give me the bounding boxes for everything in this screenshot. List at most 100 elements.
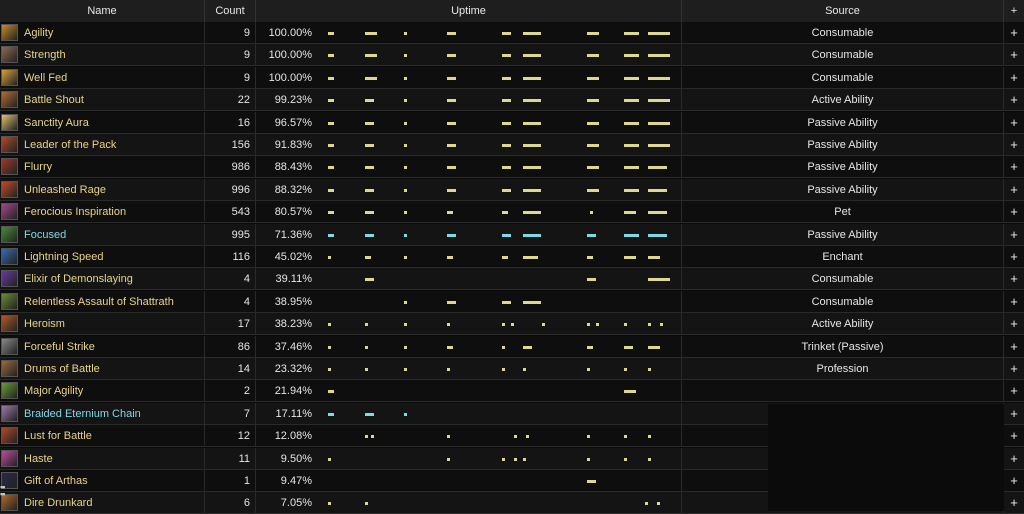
gift-of-arthas-icon bbox=[1, 472, 18, 489]
uptime-bar bbox=[328, 345, 332, 349]
expand-row-button[interactable]: + bbox=[1010, 25, 1018, 40]
name-column-header[interactable]: Name bbox=[0, 0, 205, 22]
uptime-bar bbox=[648, 188, 667, 192]
expand-row-button[interactable]: + bbox=[1010, 316, 1018, 332]
sanctity-aura-icon bbox=[1, 113, 18, 131]
uptime-bar bbox=[523, 345, 533, 349]
expand-row-button[interactable]: + bbox=[1010, 137, 1018, 152]
table-row[interactable]: Drums of Battle 14 23.32% Profession + bbox=[0, 358, 1024, 380]
table-row[interactable]: Sanctity Aura 16 96.57% Passive Ability + bbox=[0, 111, 1024, 134]
buff-name-link[interactable]: Forceful Strike bbox=[24, 340, 95, 353]
expand-row-button[interactable]: + bbox=[1010, 361, 1018, 376]
table-row[interactable]: Focused 995 71.36% Passive Ability + bbox=[0, 223, 1024, 246]
uptime-bar bbox=[648, 256, 661, 259]
table-row[interactable]: Flurry 986 88.43% Passive Ability + bbox=[0, 156, 1024, 179]
buff-name-link[interactable]: Gift of Arthas bbox=[24, 475, 88, 487]
expand-row-button[interactable]: + bbox=[1010, 495, 1018, 511]
buff-name-link[interactable]: Strength bbox=[24, 49, 66, 62]
buff-name-link[interactable]: Haste bbox=[24, 452, 53, 465]
table-row[interactable]: Elixir of Demonslaying 4 39.11% Consumable + bbox=[0, 268, 1024, 291]
uptime-bar bbox=[587, 278, 597, 282]
table-row[interactable]: Relentless Assault of Shattrath 4 38.95% Co… bbox=[0, 290, 1024, 313]
buff-name-link[interactable]: Braided Eternium Chain bbox=[24, 407, 141, 420]
name-cell: Leader of the Pack bbox=[0, 134, 205, 156]
uptime-bar bbox=[404, 368, 408, 371]
buff-name-link[interactable]: Elixir of Demonslaying bbox=[24, 273, 133, 286]
source-column-header[interactable]: Source bbox=[682, 0, 1004, 22]
name-cell: Unleashed Rage bbox=[0, 178, 205, 201]
expand-all-button[interactable]: + bbox=[1010, 5, 1018, 17]
table-row[interactable]: Well Fed 9 100.00% Consumable + bbox=[0, 66, 1024, 89]
expand-row-button[interactable]: + bbox=[1010, 271, 1018, 287]
expand-row-button[interactable]: + bbox=[1010, 92, 1018, 108]
strength-icon bbox=[1, 46, 18, 64]
expand-row-button[interactable]: + bbox=[1010, 181, 1018, 197]
expand-row-button[interactable]: + bbox=[1010, 338, 1018, 354]
table-row[interactable]: Ferocious Inspiration 543 80.57% Pet + bbox=[0, 201, 1024, 224]
expand-row-button[interactable]: + bbox=[1010, 383, 1018, 399]
buff-name-link[interactable]: Leader of the Pack bbox=[24, 139, 117, 151]
uptime-percent-cell: 99.23% bbox=[274, 94, 312, 107]
buff-name-link[interactable]: Lightning Speed bbox=[24, 251, 104, 263]
table-row[interactable]: Battle Shout 22 99.23% Active Ability + bbox=[0, 89, 1024, 112]
buff-name-link[interactable]: Drums of Battle bbox=[24, 363, 100, 375]
uptime-timeline bbox=[316, 290, 682, 313]
uptime-bar bbox=[523, 300, 542, 304]
buff-name-link[interactable]: Agility bbox=[24, 27, 54, 39]
uptime-bar bbox=[623, 390, 637, 394]
table-row[interactable]: Unleashed Rage 996 88.32% Passive Ability + bbox=[0, 178, 1024, 201]
expand-row-button[interactable]: + bbox=[1010, 473, 1018, 488]
expand-row-button[interactable]: + bbox=[1010, 428, 1018, 444]
uptime-bar bbox=[364, 188, 374, 192]
table-row[interactable]: Leader of the Pack 156 91.83% Passive Abili… bbox=[0, 134, 1024, 156]
expand-row-button[interactable]: + bbox=[1010, 249, 1018, 264]
buff-name-link[interactable]: Major Agility bbox=[24, 385, 84, 398]
buff-name-link[interactable]: Lust for Battle bbox=[24, 430, 92, 443]
buff-name-link[interactable]: Sanctity Aura bbox=[24, 116, 89, 129]
buff-name-link[interactable]: Flurry bbox=[24, 161, 53, 174]
uptime-bar bbox=[446, 457, 450, 461]
expand-row-button[interactable]: + bbox=[1010, 159, 1018, 175]
table-row[interactable]: Forceful Strike 86 37.46% Trinket (Passive)… bbox=[0, 335, 1024, 358]
source-cell: Passive Ability bbox=[682, 223, 1004, 246]
expand-row-button[interactable]: + bbox=[1010, 226, 1018, 242]
buff-name-link[interactable]: Ferocious Inspiration bbox=[24, 206, 127, 219]
buff-name-link[interactable]: Heroism bbox=[24, 318, 65, 331]
buff-name-link[interactable]: Battle Shout bbox=[24, 94, 84, 107]
expand-row-button[interactable]: + bbox=[1010, 204, 1018, 220]
table-row[interactable]: Strength 9 100.00% Consumable + bbox=[0, 44, 1024, 67]
expand-row-button[interactable]: + bbox=[1010, 114, 1018, 130]
expand-row-button[interactable]: + bbox=[1010, 293, 1018, 309]
table-row[interactable]: Major Agility 2 21.94% + bbox=[0, 380, 1024, 403]
table-row[interactable]: Lightning Speed 116 45.02% Enchant + bbox=[0, 246, 1024, 268]
uptime-percent-cell: 37.46% bbox=[274, 340, 312, 353]
count-cell: 116 bbox=[205, 246, 256, 268]
count-column-header[interactable]: Count bbox=[205, 0, 256, 22]
uptime-bar bbox=[596, 323, 600, 327]
uptime-bar bbox=[523, 233, 542, 237]
table-row[interactable]: Agility 9 100.00% Consumable + bbox=[0, 22, 1024, 44]
uptime-bar bbox=[501, 99, 511, 103]
expand-row-button[interactable]: + bbox=[1010, 69, 1018, 85]
table-row[interactable]: Heroism 17 38.23% Active Ability + bbox=[0, 313, 1024, 336]
expand-row-button[interactable]: + bbox=[1010, 450, 1018, 466]
buff-name-link[interactable]: Relentless Assault of Shattrath bbox=[24, 295, 174, 308]
expand-row-button[interactable]: + bbox=[1010, 405, 1018, 421]
uptime-column-header[interactable]: Uptime bbox=[256, 0, 682, 22]
lightning-speed-icon bbox=[1, 248, 18, 265]
buff-name-link[interactable]: Well Fed bbox=[24, 71, 68, 84]
buff-name-link[interactable]: Focused bbox=[24, 228, 67, 241]
buff-name-link[interactable]: Unleashed Rage bbox=[24, 183, 106, 196]
ferocious-inspiration-icon bbox=[1, 203, 18, 221]
uptime-bar bbox=[364, 166, 374, 170]
expand-row-button[interactable]: + bbox=[1010, 47, 1018, 63]
uptime-bar bbox=[501, 457, 505, 461]
name-cell: Sanctity Aura bbox=[0, 111, 205, 134]
unleashed-rage-icon bbox=[1, 180, 18, 198]
uptime-percent-cell: 96.57% bbox=[274, 116, 312, 129]
uptime-bar bbox=[328, 99, 335, 103]
resize-grip-icon[interactable]: ▪▪ ▪▪ bbox=[0, 482, 5, 499]
uptime-bar bbox=[587, 32, 600, 35]
uptime-bar bbox=[648, 323, 652, 327]
buff-name-link[interactable]: Dire Drunkard bbox=[24, 497, 93, 510]
